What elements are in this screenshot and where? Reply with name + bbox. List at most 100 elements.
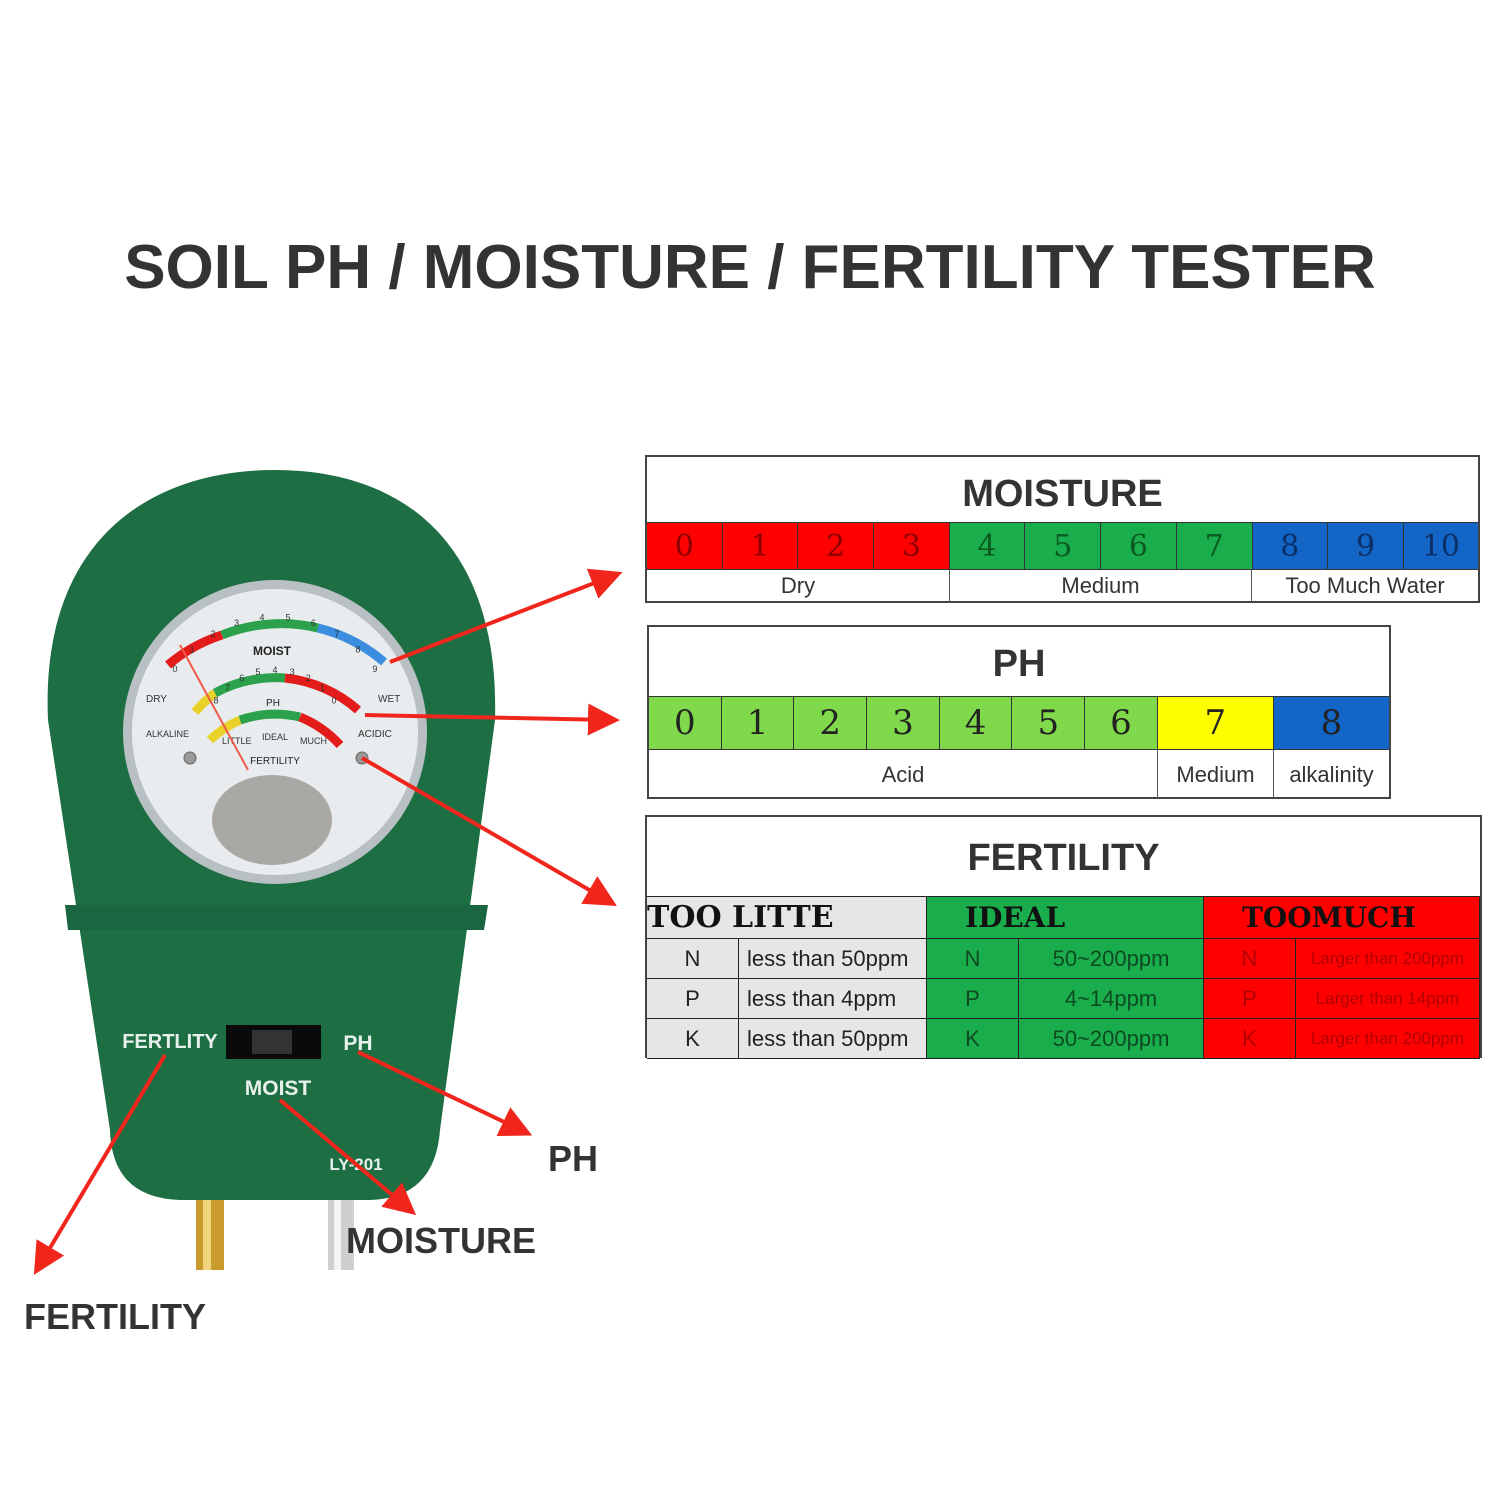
arrow-moisture-callout: [278, 1098, 417, 1216]
moisture-table: MOISTURE 0 1 2 3 4 5 6 7 8 9 10 Dry Medium Too Muc…: [645, 455, 1480, 603]
nutrient-range: less than 50ppm: [739, 1019, 927, 1059]
fertility-group: TOOMUCH N Larger than 200ppm P Larger than 1…: [1204, 897, 1480, 1059]
callout-ph: PH: [548, 1138, 599, 1179]
nutrient-symbol: N: [647, 939, 739, 979]
moisture-scale-cell: 4: [949, 523, 1026, 569]
nutrient-range: 50~200ppm: [1019, 1019, 1204, 1059]
fertility-row: N 50~200ppm: [927, 939, 1204, 979]
moisture-label-medium: Medium: [950, 569, 1252, 603]
nutrient-symbol: P: [1204, 979, 1296, 1019]
fertility-row: K 50~200ppm: [927, 1019, 1204, 1059]
ph-scale-cell: 3: [867, 697, 940, 749]
dial-tick-label: 7: [225, 683, 230, 693]
nutrient-range: 50~200ppm: [1019, 939, 1204, 979]
nutrient-symbol: K: [647, 1019, 739, 1059]
ph-scale-cell: 2: [794, 697, 868, 749]
dial-acidic-label: ACIDIC: [358, 729, 392, 740]
moisture-scale-cell: 6: [1101, 523, 1177, 569]
dial-tick-label: 5: [285, 613, 290, 623]
arrow-ph-callout: [357, 1050, 533, 1137]
nutrient-range: 4~14ppm: [1019, 979, 1204, 1019]
nutrient-range: Larger than 14ppm: [1296, 979, 1480, 1019]
dial-tick-label: 6: [239, 673, 244, 683]
fertility-row: P 4~14ppm: [927, 979, 1204, 1019]
ph-scale-cell: 0: [649, 697, 722, 749]
nutrient-range: less than 50ppm: [739, 939, 927, 979]
dial-screw-left: [183, 751, 197, 765]
dial-fertility-label: FERTILITY: [250, 756, 300, 767]
moisture-scale-cell: 7: [1176, 523, 1253, 569]
dial-moist-label: MOIST: [253, 644, 292, 658]
dial-tick-label: 3: [290, 667, 295, 677]
arrow-moisture-table: [389, 568, 623, 664]
dial-face: [132, 589, 418, 875]
dial-tick-label: 2: [306, 673, 311, 683]
moisture-scale-cell: 5: [1025, 523, 1102, 569]
moisture-scale-cell: 2: [798, 523, 875, 569]
nutrient-symbol: P: [927, 979, 1019, 1019]
callout-fertility: FERTILITY: [24, 1296, 206, 1337]
dial-tick-label: 4: [260, 613, 265, 623]
fertility-group: IDEAL N 50~200ppm P 4~14ppm K 50~200ppm: [927, 897, 1204, 1059]
moisture-label-too-much: Too Much Water: [1285, 573, 1445, 598]
switch-fertility-label: FERTLITY: [122, 1031, 218, 1053]
moisture-scale-cell: 1: [722, 523, 799, 569]
nutrient-symbol: K: [927, 1019, 1019, 1059]
ph-scale-cell: 4: [939, 697, 1013, 749]
moisture-scale-cell: 0: [647, 523, 723, 569]
nutrient-range: less than 4ppm: [739, 979, 927, 1019]
dial-tick-label: 0: [173, 664, 178, 674]
fertility-row: N Larger than 200ppm: [1204, 939, 1480, 979]
ph-label-alkalinity: alkalinity: [1289, 761, 1374, 787]
ph-scale-cell: 8: [1273, 697, 1389, 749]
fertility-title: FERTILITY: [967, 837, 1160, 879]
nutrient-range: Larger than 200ppm: [1296, 939, 1480, 979]
ph-scale-cell: 1: [721, 697, 795, 749]
fertility-row: P Larger than 14ppm: [1204, 979, 1480, 1019]
dial-tick-label: 4: [272, 665, 277, 675]
ph-label-acid: Acid: [649, 750, 1158, 799]
nutrient-symbol: N: [927, 939, 1019, 979]
switch-ph-label: PH: [343, 1032, 372, 1055]
dial-tick-label: 1: [190, 644, 195, 654]
dial-much-label: MUCH: [300, 736, 327, 746]
dial-tick-label: 5: [255, 667, 260, 677]
ph-scale-cell: 6: [1085, 697, 1158, 749]
arrow-fertility-callout: [33, 1053, 167, 1275]
dial-tick-label: 7: [335, 629, 340, 639]
moisture-scale-cell: 3: [874, 523, 950, 569]
dial-tick-label: 9: [372, 664, 377, 674]
moisture-title: MOISTURE: [962, 473, 1163, 515]
fertility-group-header: TOOMUCH: [1204, 897, 1480, 939]
nutrient-symbol: K: [1204, 1019, 1296, 1059]
dial-wet-label: WET: [378, 694, 400, 705]
ph-title: PH: [992, 643, 1046, 685]
ph-scale-cell: 7: [1157, 697, 1274, 749]
arrow-fertility-table: [360, 756, 617, 907]
fertility-row: K Larger than 200ppm: [1204, 1019, 1480, 1059]
dial-tick-label: 8: [355, 644, 360, 654]
dial-dry-label: DRY: [146, 694, 167, 705]
callout-moisture: MOISTURE: [346, 1220, 537, 1261]
ph-scale-cell: 5: [1012, 697, 1086, 749]
dial-alkaline-label: ALKALINE: [146, 729, 189, 739]
arrow-ph-table: [364, 703, 620, 736]
dial-ideal-label: IDEAL: [262, 732, 288, 742]
moisture-scale-cell: 10: [1403, 523, 1478, 569]
dial-tick-label: 8: [214, 696, 219, 706]
moisture-scale-cell: 9: [1328, 523, 1404, 569]
dial-little-label: LITTLE: [222, 736, 252, 746]
ph-label-medium: Medium: [1158, 750, 1274, 799]
dial-needle: [179, 644, 249, 771]
moisture-label-dry: Dry: [647, 569, 950, 603]
moisture-scale-cell: 8: [1252, 523, 1329, 569]
dial-tick-label: 2: [210, 629, 215, 639]
nutrient-symbol: N: [1204, 939, 1296, 979]
